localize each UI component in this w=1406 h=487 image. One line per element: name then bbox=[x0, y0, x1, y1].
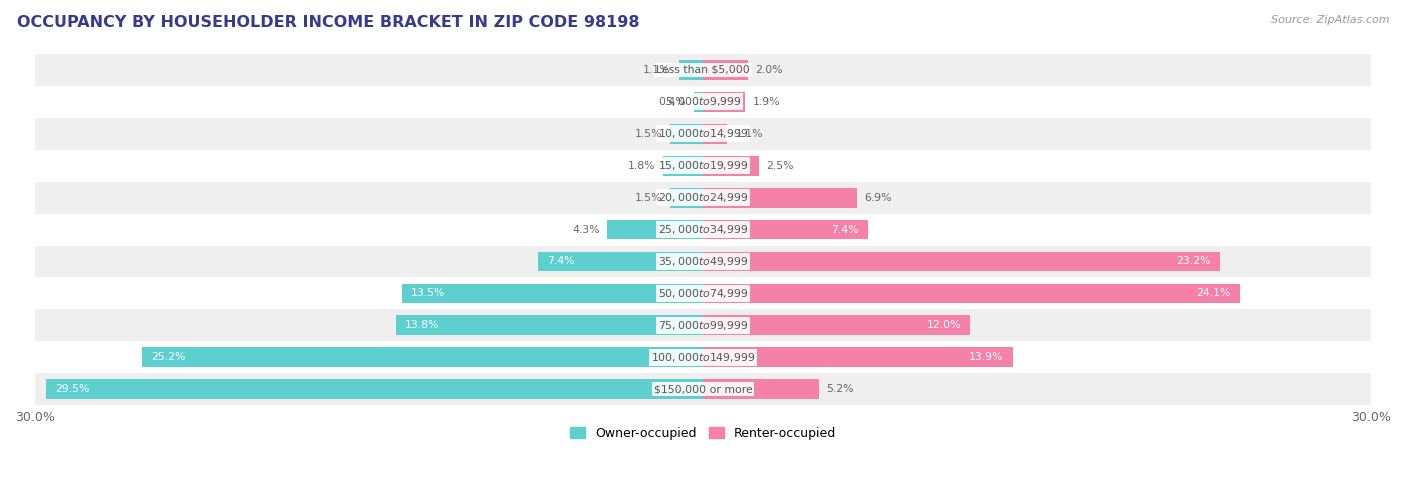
Bar bbox=[703, 124, 727, 144]
Bar bbox=[35, 245, 1371, 278]
Text: 12.0%: 12.0% bbox=[927, 320, 962, 330]
Bar bbox=[35, 309, 1371, 341]
Text: 0.4%: 0.4% bbox=[658, 97, 686, 107]
Text: 29.5%: 29.5% bbox=[55, 384, 90, 394]
Bar bbox=[695, 92, 703, 112]
Text: 2.0%: 2.0% bbox=[755, 65, 783, 75]
Bar bbox=[703, 187, 856, 207]
Bar bbox=[703, 92, 745, 112]
Bar bbox=[703, 220, 868, 240]
Text: $25,000 to $34,999: $25,000 to $34,999 bbox=[658, 223, 748, 236]
Text: 13.5%: 13.5% bbox=[412, 288, 446, 299]
Text: 5.2%: 5.2% bbox=[827, 384, 853, 394]
Text: 1.1%: 1.1% bbox=[643, 65, 671, 75]
Text: 13.8%: 13.8% bbox=[405, 320, 439, 330]
Text: 23.2%: 23.2% bbox=[1177, 257, 1211, 266]
Bar bbox=[35, 278, 1371, 309]
Legend: Owner-occupied, Renter-occupied: Owner-occupied, Renter-occupied bbox=[565, 422, 841, 445]
Bar bbox=[703, 347, 1012, 367]
Text: $10,000 to $14,999: $10,000 to $14,999 bbox=[658, 127, 748, 140]
Text: $20,000 to $24,999: $20,000 to $24,999 bbox=[658, 191, 748, 204]
Bar bbox=[35, 86, 1371, 118]
Text: 1.1%: 1.1% bbox=[735, 129, 763, 139]
Bar bbox=[669, 124, 703, 144]
Text: $150,000 or more: $150,000 or more bbox=[654, 384, 752, 394]
Text: $15,000 to $19,999: $15,000 to $19,999 bbox=[658, 159, 748, 172]
Text: Less than $5,000: Less than $5,000 bbox=[657, 65, 749, 75]
Text: 1.9%: 1.9% bbox=[754, 97, 780, 107]
Bar bbox=[703, 156, 759, 176]
Bar bbox=[703, 60, 748, 80]
Text: 1.5%: 1.5% bbox=[634, 193, 662, 203]
Bar bbox=[395, 316, 703, 335]
Bar bbox=[35, 150, 1371, 182]
Bar bbox=[669, 187, 703, 207]
Bar bbox=[35, 373, 1371, 405]
Bar bbox=[35, 54, 1371, 86]
Text: 24.1%: 24.1% bbox=[1197, 288, 1230, 299]
Text: 25.2%: 25.2% bbox=[150, 352, 186, 362]
Bar bbox=[46, 379, 703, 399]
Bar bbox=[35, 118, 1371, 150]
Text: 7.4%: 7.4% bbox=[831, 225, 859, 235]
Text: Source: ZipAtlas.com: Source: ZipAtlas.com bbox=[1271, 15, 1389, 25]
Bar bbox=[703, 283, 1240, 303]
Bar bbox=[679, 60, 703, 80]
Text: 2.5%: 2.5% bbox=[766, 161, 794, 171]
Bar bbox=[35, 214, 1371, 245]
Bar bbox=[703, 316, 970, 335]
Text: $50,000 to $74,999: $50,000 to $74,999 bbox=[658, 287, 748, 300]
Text: $75,000 to $99,999: $75,000 to $99,999 bbox=[658, 319, 748, 332]
Bar bbox=[402, 283, 703, 303]
Text: 13.9%: 13.9% bbox=[969, 352, 1004, 362]
Bar bbox=[662, 156, 703, 176]
Bar bbox=[703, 252, 1219, 271]
Text: 1.8%: 1.8% bbox=[627, 161, 655, 171]
Text: $100,000 to $149,999: $100,000 to $149,999 bbox=[651, 351, 755, 364]
Text: 6.9%: 6.9% bbox=[865, 193, 891, 203]
Bar bbox=[35, 341, 1371, 373]
Bar bbox=[703, 379, 818, 399]
Bar bbox=[607, 220, 703, 240]
Text: $35,000 to $49,999: $35,000 to $49,999 bbox=[658, 255, 748, 268]
Bar bbox=[142, 347, 703, 367]
Text: OCCUPANCY BY HOUSEHOLDER INCOME BRACKET IN ZIP CODE 98198: OCCUPANCY BY HOUSEHOLDER INCOME BRACKET … bbox=[17, 15, 640, 30]
Text: 4.3%: 4.3% bbox=[572, 225, 599, 235]
Bar bbox=[35, 182, 1371, 214]
Bar bbox=[538, 252, 703, 271]
Text: 1.5%: 1.5% bbox=[634, 129, 662, 139]
Text: $5,000 to $9,999: $5,000 to $9,999 bbox=[665, 95, 741, 108]
Text: 7.4%: 7.4% bbox=[547, 257, 575, 266]
